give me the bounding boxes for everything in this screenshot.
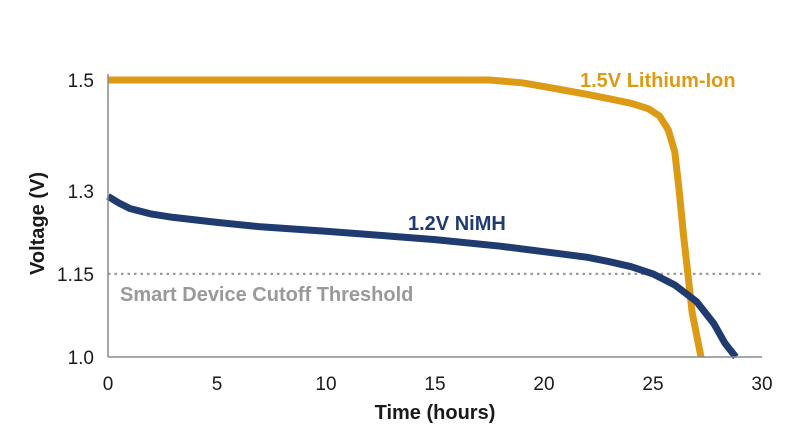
x-tick-label: 20 <box>533 374 554 395</box>
x-tick-label: 15 <box>424 374 445 395</box>
y-tick-labels: 1.0 1.15 1.3 1.5 <box>57 71 94 369</box>
x-tick-label: 0 <box>103 374 114 395</box>
x-tick-label: 10 <box>315 374 336 395</box>
series-label-nimh: 1.2V NiMH <box>408 213 506 235</box>
series-line-nimh <box>106 193 739 360</box>
series-label-lithium-ion: 1.5V Lithium-Ion <box>580 70 736 92</box>
series-line-lithium-ion <box>108 76 705 358</box>
y-tick-label: 1.0 <box>68 348 94 369</box>
x-axis-title: Time (hours) <box>375 402 496 424</box>
y-tick-label: 1.3 <box>68 182 94 203</box>
axes: 0 5 10 15 20 25 30 1.0 1.15 1.3 1.5 <box>57 71 773 395</box>
x-tick-label: 30 <box>751 374 772 395</box>
plot-area <box>106 76 762 360</box>
threshold-label: Smart Device Cutoff Threshold <box>120 284 413 306</box>
y-axis-title: Voltage (V) <box>27 172 49 275</box>
x-tick-label: 25 <box>642 374 663 395</box>
y-tick-label: 1.5 <box>68 71 94 92</box>
x-tick-label: 5 <box>212 374 223 395</box>
x-tick-labels: 0 5 10 15 20 25 30 <box>103 374 773 395</box>
y-tick-label: 1.15 <box>57 265 94 286</box>
